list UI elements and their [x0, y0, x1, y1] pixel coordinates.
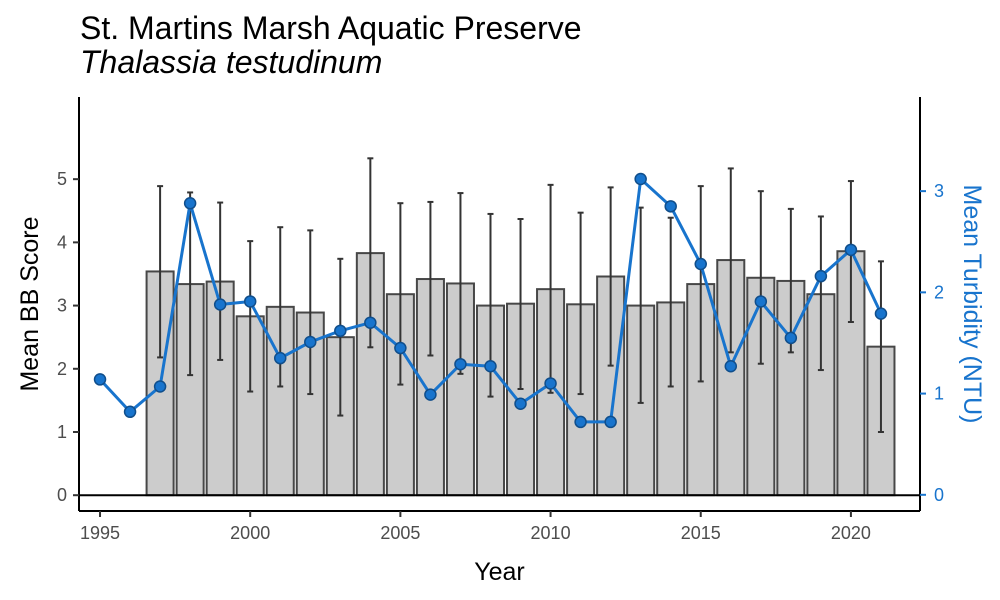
x-tick-label: 2000: [230, 523, 270, 543]
turbidity-point-2018: [784, 331, 798, 345]
turbidity-point-1998: [183, 197, 197, 210]
turbidity-point-2009: [514, 397, 527, 410]
error-bar-2012: [607, 186, 614, 367]
turbidity-point-2013: [634, 172, 647, 186]
x-tick-label: 1995: [80, 523, 120, 543]
y2-axis-title: Mean Turbidity (NTU): [958, 185, 986, 424]
error-bar-2015: [697, 185, 704, 383]
turbidity-point-2005: [394, 341, 407, 355]
y2-tick-label: 2: [934, 282, 944, 302]
error-bar-2017: [757, 190, 764, 365]
y-tick-label: 2: [57, 359, 67, 379]
turbidity-point-2003: [334, 324, 347, 338]
turbidity-point-2002: [304, 335, 317, 349]
turbidity-point-1999: [213, 298, 227, 311]
y-tick-label: 3: [57, 296, 67, 316]
error-bar-2014: [667, 216, 674, 388]
y-tick-label: 0: [57, 485, 67, 505]
error-bar-2002: [307, 229, 314, 396]
y2-tick-label: 3: [934, 181, 944, 201]
turbidity-point-2004: [364, 316, 377, 329]
y2-tick-label: 0: [934, 485, 944, 505]
turbidity-point-1996: [123, 405, 137, 419]
error-bar-2000: [247, 240, 254, 393]
error-bar-2005: [397, 202, 404, 386]
turbidity-point-2001: [273, 351, 287, 365]
y2-tick-label: 1: [934, 384, 944, 404]
error-bar-2016: [727, 167, 734, 354]
turbidity-point-2017: [754, 295, 768, 308]
turbidity-point-2015: [694, 257, 707, 271]
error-bar-2011: [577, 211, 584, 396]
turbidity-point-2012: [604, 415, 617, 429]
turbidity-point-2016: [724, 360, 738, 373]
error-bar-2004: [367, 157, 374, 349]
turbidity-point-2019: [814, 269, 828, 283]
turbidity-point-2010: [544, 377, 557, 390]
error-bar-2003: [337, 257, 344, 417]
turbidity-point-2006: [424, 388, 437, 401]
y-axis-title: Mean BB Score: [16, 216, 44, 391]
turbidity-point-1997: [153, 380, 167, 393]
error-bar-2007: [457, 192, 464, 375]
error-bar-2006: [427, 200, 434, 357]
error-bar-2018: [787, 207, 794, 354]
y-tick-label: 1: [57, 422, 67, 442]
error-bar-1998: [187, 191, 194, 377]
x-tick-label: 2020: [831, 523, 871, 543]
error-bar-2009: [517, 217, 524, 391]
error-bar-2019: [817, 215, 824, 372]
y-tick-label: 5: [57, 169, 67, 189]
error-bar-2010: [547, 183, 554, 394]
turbidity-point-2000: [243, 295, 257, 308]
chart-title: St. Martins Marsh Aquatic Preserve: [80, 10, 582, 46]
error-bar-2021: [877, 260, 884, 433]
error-bar-1999: [217, 201, 224, 361]
x-tick-label: 2015: [681, 523, 721, 543]
error-bars-layer: [157, 157, 884, 433]
x-axis-title: Year: [474, 558, 525, 586]
turbidity-point-2020: [844, 243, 858, 257]
axes-layer: 0 1 2 3 4 5 0 1 2 3 1995 2000 2005 2010 2015 2020: [57, 97, 944, 543]
turbidity-point-2008: [484, 360, 497, 373]
turbidity-line-layer: [93, 172, 888, 429]
turbidity-point-2007: [454, 357, 467, 371]
turbidity-point-2014: [664, 200, 677, 213]
x-tick-label: 2005: [380, 523, 420, 543]
chart-subtitle: Thalassia testudinum: [80, 44, 383, 80]
y-tick-label: 4: [57, 232, 67, 252]
error-bar-2013: [637, 206, 644, 404]
error-bar-1997: [157, 185, 164, 359]
turbidity-point-1995: [93, 373, 107, 386]
turbidity-point-2021: [874, 307, 888, 320]
x-tick-label: 2010: [531, 523, 571, 543]
turbidity-point-2011: [574, 415, 587, 429]
